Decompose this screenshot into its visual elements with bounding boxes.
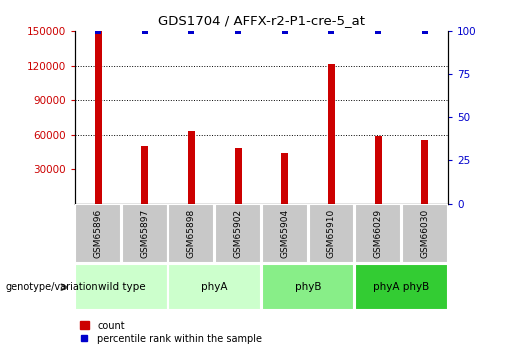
- Bar: [421, 140, 428, 204]
- Text: genotype/variation: genotype/variation: [5, 282, 98, 292]
- Text: phyB: phyB: [295, 282, 321, 292]
- Point: [421, 28, 429, 34]
- Bar: [141, 146, 148, 204]
- Point: [281, 28, 289, 34]
- Text: GSM65898: GSM65898: [187, 209, 196, 258]
- Point: [374, 28, 382, 34]
- Text: GSM65904: GSM65904: [280, 209, 289, 258]
- Text: phyA: phyA: [201, 282, 228, 292]
- Point: [234, 28, 242, 34]
- FancyBboxPatch shape: [75, 264, 167, 310]
- Legend: count, percentile rank within the sample: count, percentile rank within the sample: [79, 321, 262, 344]
- FancyBboxPatch shape: [308, 204, 354, 263]
- FancyBboxPatch shape: [262, 264, 354, 310]
- FancyBboxPatch shape: [122, 204, 167, 263]
- Text: GSM65910: GSM65910: [327, 209, 336, 258]
- Text: GSM65897: GSM65897: [140, 209, 149, 258]
- Point: [187, 28, 196, 34]
- Bar: [234, 148, 242, 204]
- FancyBboxPatch shape: [262, 204, 307, 263]
- Point: [94, 28, 102, 34]
- FancyBboxPatch shape: [168, 204, 214, 263]
- Bar: [188, 131, 195, 204]
- Text: phyA phyB: phyA phyB: [373, 282, 430, 292]
- Text: GSM65902: GSM65902: [233, 209, 243, 258]
- Point: [141, 28, 149, 34]
- Text: GSM65896: GSM65896: [94, 209, 102, 258]
- Bar: [374, 136, 382, 204]
- Text: GSM66030: GSM66030: [420, 209, 429, 258]
- Text: GSM66029: GSM66029: [373, 209, 383, 258]
- FancyBboxPatch shape: [402, 204, 448, 263]
- Text: wild type: wild type: [97, 282, 145, 292]
- FancyBboxPatch shape: [215, 204, 261, 263]
- Bar: [328, 65, 335, 204]
- FancyBboxPatch shape: [355, 204, 401, 263]
- Bar: [95, 31, 101, 204]
- FancyBboxPatch shape: [75, 204, 121, 263]
- FancyBboxPatch shape: [168, 264, 261, 310]
- FancyBboxPatch shape: [355, 264, 448, 310]
- Point: [327, 28, 335, 34]
- Bar: [281, 153, 288, 204]
- Title: GDS1704 / AFFX-r2-P1-cre-5_at: GDS1704 / AFFX-r2-P1-cre-5_at: [158, 14, 365, 27]
